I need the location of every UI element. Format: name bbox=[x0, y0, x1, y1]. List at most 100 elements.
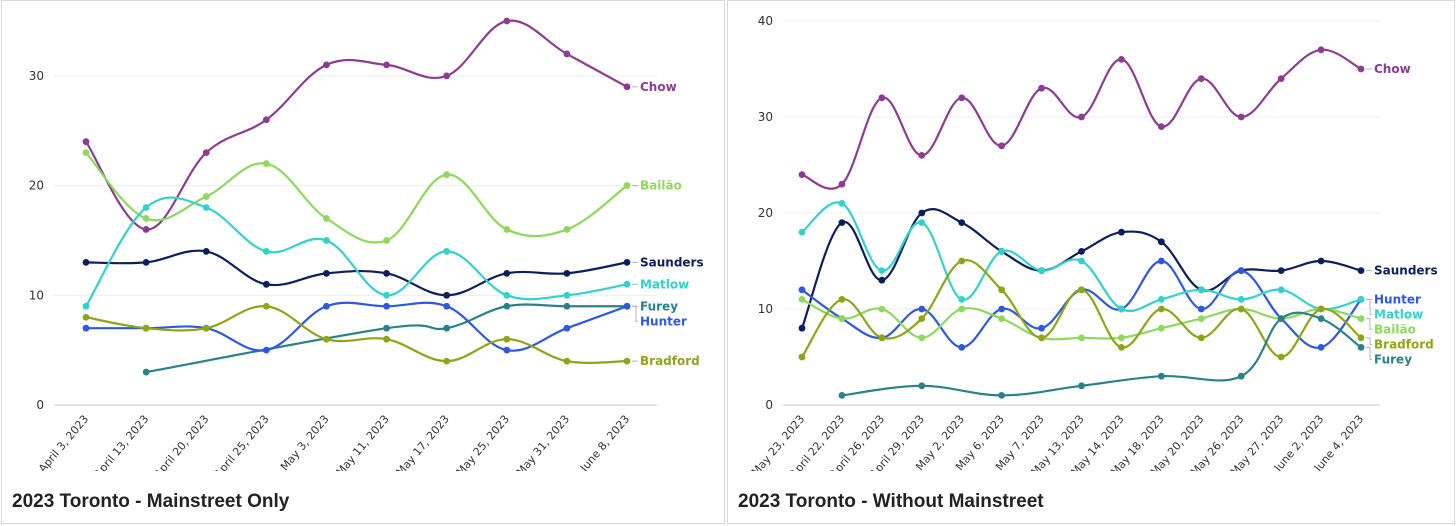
data-point-matlow[interactable] bbox=[998, 248, 1006, 255]
data-point-saunders[interactable] bbox=[798, 324, 806, 332]
data-point-hunter[interactable] bbox=[262, 346, 270, 354]
data-point-bailao[interactable] bbox=[443, 171, 451, 179]
data-point-chow[interactable] bbox=[1357, 65, 1365, 73]
data-point-saunders[interactable] bbox=[1357, 267, 1365, 274]
data-point-bradford[interactable] bbox=[202, 324, 210, 332]
data-point-hunter[interactable] bbox=[82, 324, 90, 332]
data-point-matlow[interactable] bbox=[838, 200, 846, 207]
data-point-saunders[interactable] bbox=[918, 209, 926, 217]
data-point-chow[interactable] bbox=[443, 72, 451, 80]
data-point-bradford[interactable] bbox=[958, 257, 966, 265]
data-point-chow[interactable] bbox=[1277, 75, 1285, 82]
data-point-chow[interactable] bbox=[878, 94, 886, 102]
data-point-matlow[interactable] bbox=[798, 228, 806, 236]
data-point-hunter[interactable] bbox=[563, 324, 571, 332]
data-point-hunter[interactable] bbox=[323, 302, 330, 310]
data-point-matlow[interactable] bbox=[1078, 257, 1085, 265]
data-point-furey[interactable] bbox=[383, 324, 390, 332]
data-point-saunders[interactable] bbox=[503, 269, 511, 277]
data-point-bradford[interactable] bbox=[623, 357, 631, 365]
data-point-chow[interactable] bbox=[1038, 84, 1045, 92]
data-point-furey[interactable] bbox=[998, 392, 1006, 399]
data-point-matlow[interactable] bbox=[918, 219, 926, 227]
data-point-saunders[interactable] bbox=[202, 248, 210, 255]
data-point-bailao[interactable] bbox=[563, 226, 571, 233]
data-point-bailao[interactable] bbox=[798, 296, 806, 303]
data-point-chow[interactable] bbox=[798, 171, 806, 179]
data-point-bradford[interactable] bbox=[443, 357, 451, 365]
data-point-furey[interactable] bbox=[142, 368, 150, 376]
data-point-bailao[interactable] bbox=[1197, 315, 1205, 322]
data-point-bailao[interactable] bbox=[958, 305, 966, 313]
data-point-bailao[interactable] bbox=[1078, 334, 1085, 342]
data-point-chow[interactable] bbox=[1237, 113, 1245, 121]
data-point-matlow[interactable] bbox=[323, 237, 330, 244]
data-point-bailao[interactable] bbox=[142, 215, 150, 222]
data-point-bradford[interactable] bbox=[1078, 286, 1085, 294]
data-point-matlow[interactable] bbox=[1197, 286, 1205, 294]
data-point-saunders[interactable] bbox=[838, 219, 846, 227]
data-point-hunter[interactable] bbox=[1317, 344, 1325, 351]
data-point-furey[interactable] bbox=[1277, 315, 1285, 322]
data-point-chow[interactable] bbox=[142, 226, 150, 233]
data-point-bradford[interactable] bbox=[383, 335, 390, 343]
data-point-hunter[interactable] bbox=[443, 302, 451, 310]
data-point-bailao[interactable] bbox=[878, 305, 886, 313]
data-point-furey[interactable] bbox=[1237, 372, 1245, 380]
data-point-matlow[interactable] bbox=[383, 291, 390, 299]
data-point-chow[interactable] bbox=[918, 152, 926, 159]
data-point-saunders[interactable] bbox=[623, 258, 631, 266]
data-point-bailao[interactable] bbox=[323, 215, 330, 222]
data-point-furey[interactable] bbox=[1357, 344, 1365, 351]
data-point-matlow[interactable] bbox=[1038, 267, 1045, 274]
data-point-hunter[interactable] bbox=[1197, 305, 1205, 313]
data-point-matlow[interactable] bbox=[623, 280, 631, 288]
data-point-bradford[interactable] bbox=[323, 335, 330, 343]
data-point-saunders[interactable] bbox=[563, 269, 571, 277]
data-point-bradford[interactable] bbox=[1277, 353, 1285, 361]
data-point-bradford[interactable] bbox=[563, 357, 571, 365]
data-point-bailao[interactable] bbox=[918, 334, 926, 342]
data-point-chow[interactable] bbox=[838, 180, 846, 188]
data-point-bradford[interactable] bbox=[1197, 334, 1205, 342]
data-point-bailao[interactable] bbox=[998, 315, 1006, 322]
data-point-bradford[interactable] bbox=[838, 296, 846, 303]
data-point-chow[interactable] bbox=[202, 149, 210, 157]
data-point-bradford[interactable] bbox=[1357, 334, 1365, 342]
data-point-saunders[interactable] bbox=[142, 258, 150, 266]
data-point-bradford[interactable] bbox=[262, 302, 270, 310]
data-point-saunders[interactable] bbox=[1157, 238, 1165, 246]
data-point-saunders[interactable] bbox=[323, 269, 330, 277]
data-point-furey[interactable] bbox=[838, 392, 846, 399]
data-point-matlow[interactable] bbox=[1277, 286, 1285, 294]
data-point-bradford[interactable] bbox=[798, 353, 806, 361]
data-point-furey[interactable] bbox=[503, 302, 511, 310]
data-point-matlow[interactable] bbox=[503, 291, 511, 299]
data-point-furey[interactable] bbox=[1157, 372, 1165, 380]
data-point-bradford[interactable] bbox=[1317, 305, 1325, 313]
data-point-matlow[interactable] bbox=[1237, 296, 1245, 303]
data-point-bailao[interactable] bbox=[262, 160, 270, 168]
data-point-bailao[interactable] bbox=[1157, 324, 1165, 332]
data-point-hunter[interactable] bbox=[383, 302, 390, 310]
data-point-matlow[interactable] bbox=[958, 296, 966, 303]
data-point-bradford[interactable] bbox=[82, 313, 90, 321]
data-point-bradford[interactable] bbox=[1038, 334, 1045, 342]
data-point-saunders[interactable] bbox=[82, 258, 90, 266]
data-point-chow[interactable] bbox=[998, 142, 1006, 150]
data-point-bailao[interactable] bbox=[503, 226, 511, 233]
data-point-matlow[interactable] bbox=[1118, 305, 1125, 313]
data-point-saunders[interactable] bbox=[262, 280, 270, 288]
data-point-saunders[interactable] bbox=[1317, 257, 1325, 265]
data-point-bailao[interactable] bbox=[1118, 334, 1125, 342]
data-point-saunders[interactable] bbox=[958, 219, 966, 227]
data-point-matlow[interactable] bbox=[142, 204, 150, 211]
data-point-bradford[interactable] bbox=[1118, 344, 1125, 351]
data-point-bradford[interactable] bbox=[918, 315, 926, 322]
data-point-chow[interactable] bbox=[563, 50, 571, 58]
data-point-bailao[interactable] bbox=[383, 237, 390, 244]
data-point-matlow[interactable] bbox=[1357, 296, 1365, 303]
data-point-chow[interactable] bbox=[1078, 113, 1085, 121]
data-point-matlow[interactable] bbox=[443, 248, 451, 255]
data-point-bradford[interactable] bbox=[998, 286, 1006, 294]
